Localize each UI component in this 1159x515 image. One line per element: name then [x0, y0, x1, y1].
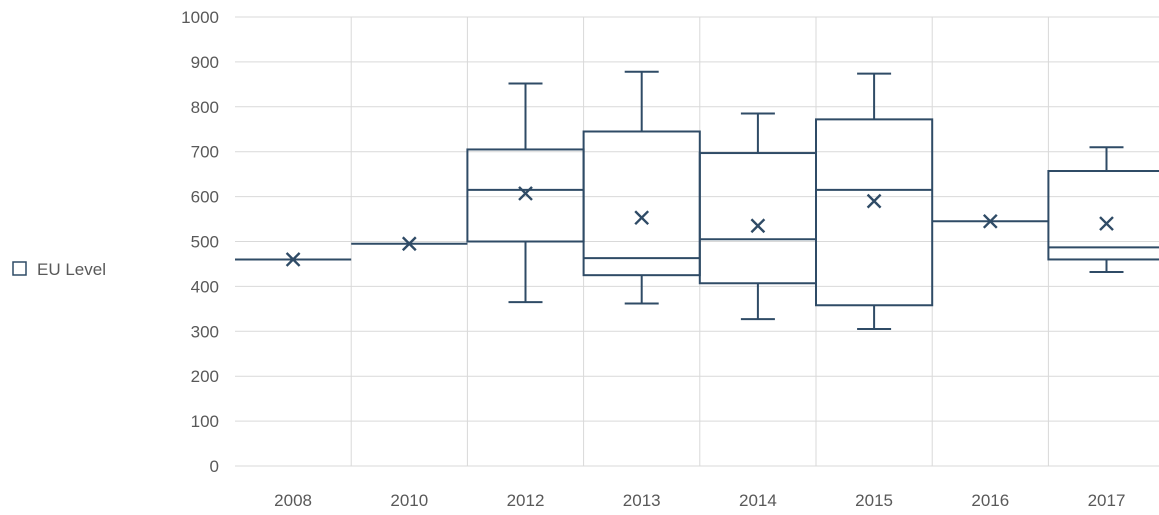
mean-marker [982, 213, 998, 229]
box-2016 [932, 213, 1049, 229]
box-2010 [351, 236, 468, 252]
mean-marker [518, 186, 533, 201]
box-2008 [235, 252, 352, 267]
box-iqr [1047, 170, 1159, 261]
legend-label: EU Level [37, 260, 106, 279]
mean-marker [1099, 216, 1114, 231]
box-2017 [1047, 146, 1159, 274]
y-axis-tick-labels: 0 100 200 300 400 500 600 700 800 900 1000 [181, 8, 219, 476]
x-tick-label: 2013 [623, 491, 661, 510]
x-tick-label: 2016 [971, 491, 1009, 510]
mean-marker [750, 218, 766, 234]
box-iqr [698, 152, 817, 285]
y-tick-label: 100 [191, 412, 219, 431]
box-iqr [466, 148, 585, 243]
box-iqr [582, 130, 701, 277]
y-tick-label: 0 [210, 457, 219, 476]
box-iqr [815, 118, 934, 307]
box-2014 [698, 112, 817, 321]
y-tick-label: 400 [191, 277, 219, 296]
x-axis-tick-labels: 2008 2010 2012 2013 2014 2015 2016 2017 [274, 491, 1125, 510]
x-tick-label: 2010 [390, 491, 428, 510]
mean-marker [285, 252, 301, 267]
legend-swatch [12, 261, 27, 276]
x-tick-label: 2012 [507, 491, 545, 510]
y-tick-label: 700 [191, 143, 219, 162]
y-tick-label: 300 [191, 322, 219, 341]
y-tick-label: 900 [191, 53, 219, 72]
y-tick-label: 1000 [181, 8, 219, 27]
y-tick-label: 500 [191, 233, 219, 252]
legend: EU Level [12, 260, 106, 279]
y-tick-label: 200 [191, 367, 219, 386]
y-tick-label: 800 [191, 98, 219, 117]
box-series [235, 70, 1159, 331]
x-tick-label: 2008 [274, 491, 312, 510]
mean-marker [634, 210, 650, 226]
gridlines [235, 16, 1159, 467]
mean-marker [401, 236, 417, 252]
x-tick-label: 2015 [855, 491, 893, 510]
y-tick-label: 600 [191, 188, 219, 207]
x-tick-label: 2017 [1088, 491, 1126, 510]
box-2012 [466, 82, 585, 304]
mean-marker [866, 193, 882, 209]
box-2015 [815, 72, 934, 331]
x-tick-label: 2014 [739, 491, 777, 510]
